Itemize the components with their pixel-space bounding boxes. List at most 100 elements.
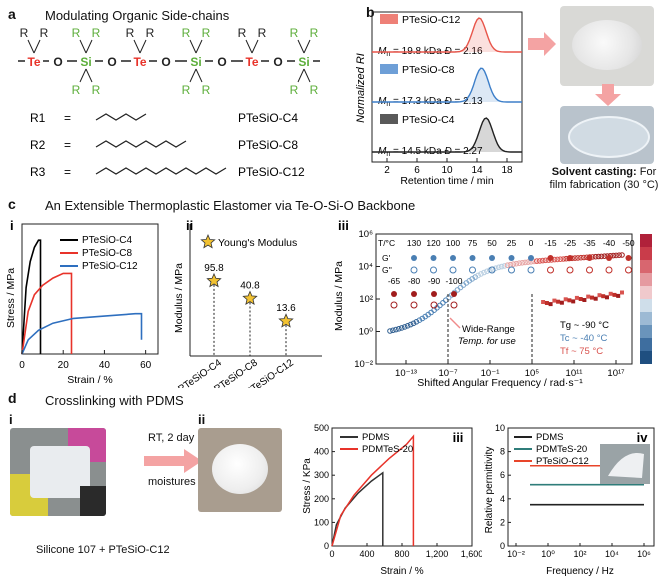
ciii-arrow xyxy=(449,317,461,329)
ci-tick-label: 40 xyxy=(99,360,111,371)
d-arrow xyxy=(144,449,202,473)
div-xtick-label: 10⁰ xyxy=(541,549,555,559)
r-group: R xyxy=(182,83,191,97)
ciii-point xyxy=(478,271,484,277)
ciii-gpp-marker xyxy=(430,266,437,274)
ci-legend-text: PTeSiO-C8 xyxy=(82,248,132,259)
diii-ytick-label: 300 xyxy=(314,470,329,480)
trace-fill xyxy=(372,18,522,53)
diii-curve xyxy=(331,471,384,547)
ciii-xtick-label: 10⁻¹ xyxy=(481,368,500,379)
o-atom: O xyxy=(107,55,116,69)
div-frame xyxy=(507,427,655,547)
r-group: R xyxy=(310,83,319,97)
ciii-point xyxy=(393,326,399,333)
te-atom: Te xyxy=(245,55,258,69)
diii-legend-text: PDMS xyxy=(362,432,389,443)
bond xyxy=(297,68,305,83)
ciii-colorbar-cell xyxy=(640,273,652,286)
ciii-point xyxy=(581,254,587,261)
si-atom: Si xyxy=(190,55,201,69)
ciii-colorbar-cell xyxy=(640,286,652,299)
ciii-gp-point xyxy=(586,294,591,299)
ciii-gp-marker xyxy=(586,255,593,261)
ciii-temp: -90 xyxy=(428,276,441,286)
div-ytick-label: 8 xyxy=(500,447,505,457)
diii-ytick-label: 200 xyxy=(314,494,329,504)
diii-xlabel: Strain / % xyxy=(380,566,423,577)
film-photo xyxy=(560,106,654,164)
si-atom: Si xyxy=(298,55,309,69)
trace-swatch xyxy=(380,114,398,124)
panel-c-label: c xyxy=(8,196,16,212)
ciii-point xyxy=(472,274,478,280)
ciii-point xyxy=(516,260,522,267)
ciii-temp: -100 xyxy=(445,276,462,286)
panel-a-structure: TeR RO SiR RR RO TeR RO SiR RR RO TeR RO SiR RR R R1 = P… xyxy=(18,26,320,179)
ciii-gp-point xyxy=(616,293,621,298)
ciii-gpp-marker xyxy=(527,266,535,274)
trace-swatch xyxy=(380,14,398,24)
stress-strain-chart: i Stress / MPa PTeSiO-C4 PTeSiO-C8 PTeSiO-… xyxy=(5,218,159,386)
ciii-temp: -50 xyxy=(622,238,635,248)
ciii-gp-point xyxy=(563,297,568,302)
ciii-annotation-2: Temp. for use xyxy=(458,336,516,347)
ciii-point xyxy=(522,259,528,266)
atom-bg xyxy=(295,53,313,69)
ciii-point xyxy=(610,252,617,259)
ciii-gpp-marker xyxy=(410,266,418,274)
ciii-point xyxy=(539,257,546,264)
ciii-gpp-marker xyxy=(449,266,457,274)
ciii-point xyxy=(484,268,490,275)
ciii-temp: -25 xyxy=(564,238,577,248)
ciii-gpp-marker xyxy=(547,266,554,274)
ci-curve xyxy=(21,272,73,355)
ciii-temp: -15 xyxy=(544,238,557,248)
gpc-tick-label: 6 xyxy=(414,165,420,176)
ci-tick-label: 20 xyxy=(58,360,70,371)
ciii-point xyxy=(390,327,396,334)
div-ytick-label: 0 xyxy=(500,541,505,551)
d-stress-chart: Stress / KPa iii 0 100 200 300 400 500 0 400 80… xyxy=(302,423,482,577)
ciii-point xyxy=(513,260,520,267)
ciii-xtick-label: 10⁻⁷ xyxy=(438,368,458,379)
master-curve-chart: iii Modulus / MPa 10⁶ 10⁴ 10² 10⁰ 10⁻² 10⁻¹³… xyxy=(333,218,652,389)
b-caption-rest: For xyxy=(639,166,657,178)
alkyl-chain xyxy=(95,167,227,175)
ciii-point xyxy=(554,256,561,263)
ciii-point xyxy=(537,258,543,264)
trace-name: PTeSiO-C8 xyxy=(402,64,455,76)
diii-xtick-label: 0 xyxy=(329,549,334,559)
ciii-gpp-marker xyxy=(430,301,438,309)
ci-label: i xyxy=(10,218,14,233)
down-arrow xyxy=(595,84,621,106)
div-legend-text: PTeSiO-C12 xyxy=(536,456,589,467)
ciii-point xyxy=(401,324,408,330)
ciii-gp-point xyxy=(601,294,606,299)
ciii-gpp-marker xyxy=(605,266,613,274)
arrow-text-1: RT, 2 day xyxy=(148,432,195,444)
ciii-point xyxy=(598,253,605,260)
silicone-photo xyxy=(10,428,106,516)
ciii-gp-marker xyxy=(567,255,573,261)
ciii-gp-marker xyxy=(450,255,456,261)
modulus-chart: ii Modulus / MPa Young's Modulus 95.8PTe… xyxy=(173,218,322,388)
ciii-gp-point xyxy=(608,291,613,296)
ciii-gp-point xyxy=(578,297,583,301)
gpc-xlabel: Retention time / min xyxy=(400,175,494,187)
div-legend-text: PDMTeS-20 xyxy=(536,444,587,455)
dii-label: ii xyxy=(198,412,206,427)
div-legend-text: PDMS xyxy=(536,432,563,443)
ciii-point xyxy=(501,263,508,269)
bond xyxy=(33,39,41,54)
gpc-tick-label: 2 xyxy=(384,165,390,176)
ciii-gp-point xyxy=(559,300,564,305)
ciii-gpp-marker xyxy=(508,266,515,274)
ciii-ytick-label: 10⁴ xyxy=(358,262,373,273)
ciii-gp-point xyxy=(567,298,572,303)
r-group: R xyxy=(126,26,135,40)
cii-ylabel: Modulus / MPa xyxy=(173,263,185,333)
ciii-gp-marker xyxy=(391,291,397,297)
ciii-temp: -40 xyxy=(603,238,616,248)
b-caption: Solvent casting: For film fabrication (3… xyxy=(548,166,660,192)
